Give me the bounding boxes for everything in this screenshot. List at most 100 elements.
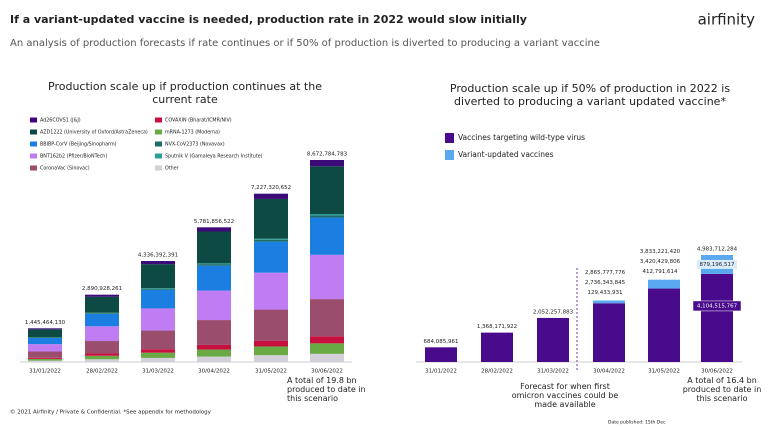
bar-segment	[85, 294, 119, 297]
logo: airfinity	[698, 11, 756, 29]
bar-segment	[85, 296, 119, 313]
bar-segment	[197, 349, 231, 357]
legend-label: Vaccines targeting wild-type virus	[458, 133, 585, 142]
bar-segment	[537, 317, 569, 362]
legend-swatch	[155, 165, 162, 171]
bar-segment	[85, 359, 119, 362]
x-tick-label: 28/02/2022	[481, 369, 513, 375]
bar-segment	[197, 356, 231, 362]
bar-segment	[197, 231, 231, 264]
bar-segment	[310, 166, 344, 215]
slide-subtitle: An analysis of production forecasts if r…	[10, 38, 600, 49]
footer: © 2021 Airfinity / Private & Confidentia…	[10, 409, 212, 416]
bar-segment	[141, 352, 175, 358]
total-label: 3,833,221,420	[640, 249, 681, 255]
x-tick-label: 30/06/2022	[701, 369, 733, 375]
legend-label: NVX-CoV2373 (Novavax)	[165, 142, 225, 148]
total-label: 2,890,928,261	[82, 286, 122, 292]
legend-swatch	[30, 129, 37, 135]
bar-segment	[197, 227, 231, 232]
legend-label: COVAXIN (Bharat/ICMR/NIV)	[165, 118, 232, 124]
legend-label: AZD1222 (University of Oxford/AstraZenec…	[40, 130, 148, 136]
bar-segment	[197, 290, 231, 321]
total-label: 4,983,712,284	[697, 247, 738, 253]
bar-segment	[197, 263, 231, 265]
slide-title: If a variant-updated vaccine is needed, …	[10, 13, 527, 26]
bar-segment	[254, 241, 288, 273]
value-label: 684,085,961	[424, 339, 459, 345]
bar-segment	[28, 360, 62, 362]
bar-segment	[310, 214, 344, 216]
legend-label: Ad26COVS1 (J&J)	[40, 118, 81, 124]
bar-segment	[254, 193, 288, 199]
annotation: A total of 16.4 bn produced to date in t…	[682, 376, 762, 403]
value-label: 3,420,429,806	[640, 259, 681, 265]
bar-segment	[254, 238, 288, 240]
bar-segment	[28, 329, 62, 338]
value-label: 412,791,614	[643, 269, 678, 275]
legend-swatch	[30, 117, 37, 123]
bar-segment	[310, 299, 344, 337]
bar-segment	[254, 272, 288, 310]
chart-title: Production scale up if production contin…	[48, 80, 322, 106]
bar-segment	[28, 357, 62, 359]
bar-segment	[28, 328, 62, 330]
bar-segment	[254, 346, 288, 356]
x-tick-label: 31/01/2022	[29, 369, 61, 375]
value-label: 2,736,343,845	[585, 280, 626, 286]
bar-segment	[310, 343, 344, 354]
x-tick-label: 30/04/2022	[593, 369, 625, 375]
x-tick-label: 30/04/2022	[198, 369, 230, 375]
legend-label: BBIBP-CorV (Beijing/Sinopharm)	[40, 142, 117, 148]
chart-title: Production scale up if 50% of production…	[449, 82, 731, 108]
bar-segment	[310, 254, 344, 300]
legend-swatch	[155, 117, 162, 123]
bar-segment	[141, 308, 175, 331]
bar-segment	[141, 330, 175, 350]
value-label: 1,368,171,922	[477, 324, 517, 330]
legend-label: Sputnik V (Gamaleya Research Institute)	[165, 154, 263, 160]
bar-segment	[310, 160, 344, 167]
total-label: 2,865,777,776	[585, 270, 626, 276]
legend-swatch	[155, 129, 162, 135]
date: Date published: 15th Dec	[608, 420, 666, 426]
x-tick-label: 30/06/2022	[311, 369, 343, 375]
bar-segment	[197, 344, 231, 350]
total-label: 5,781,856,522	[194, 219, 234, 225]
bar-segment	[254, 239, 288, 242]
total-label: 1,445,464,130	[25, 320, 66, 326]
bar-segment	[648, 279, 680, 289]
bar-segment	[197, 320, 231, 345]
bar-segment	[425, 347, 457, 362]
bar-segment	[310, 217, 344, 255]
bar-segment	[141, 261, 175, 265]
bar-segment	[141, 288, 175, 289]
bar-segment	[85, 355, 119, 360]
total-label: 4,336,392,391	[138, 253, 178, 259]
x-tick-label: 31/03/2022	[537, 369, 569, 375]
x-tick-label: 28/02/2022	[86, 369, 118, 375]
legend-label: CoronaVac (Sinovac)	[40, 166, 90, 172]
bar-segment	[141, 288, 175, 290]
legend-swatch	[155, 153, 162, 159]
bar-segment	[141, 264, 175, 289]
bar-segment	[85, 353, 119, 356]
legend-swatch	[30, 153, 37, 159]
legend-swatch	[30, 141, 37, 147]
bar-segment	[141, 289, 175, 309]
bar-segment	[254, 309, 288, 341]
forecast-note: Forecast for when first omicron vaccines…	[511, 382, 619, 409]
bar-segment	[254, 355, 288, 362]
bar-segment	[593, 303, 625, 362]
value-label: 2,052,257,883	[533, 309, 574, 315]
bar-segment	[28, 337, 62, 345]
bar-segment	[648, 288, 680, 362]
legend-label: Other	[165, 166, 179, 172]
bar-segment	[85, 313, 119, 327]
x-tick-label: 31/01/2022	[425, 369, 457, 375]
x-tick-label: 31/05/2022	[648, 369, 680, 375]
legend-label: BNT162b2 (Pfizer/BioNTech)	[40, 154, 107, 160]
legend-label: Variant-updated vaccines	[458, 150, 554, 159]
